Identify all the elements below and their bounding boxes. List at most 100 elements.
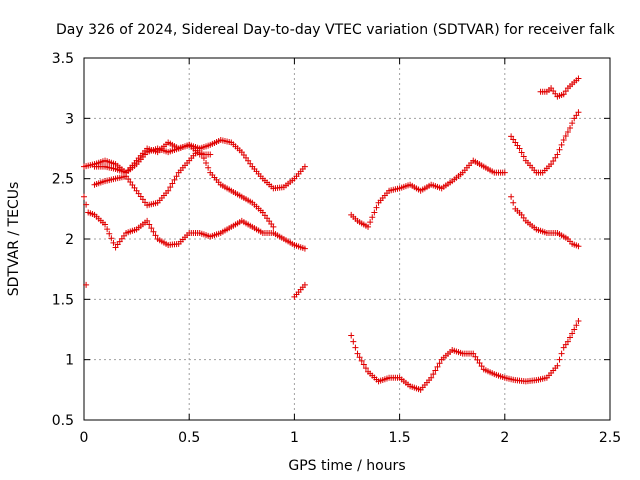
data-point (207, 151, 214, 158)
data-point (575, 75, 582, 82)
data-point (106, 230, 113, 237)
data-point (558, 350, 565, 357)
data-point (365, 223, 372, 230)
data-point (554, 362, 561, 369)
data-point (569, 120, 576, 127)
data-point (350, 338, 357, 345)
y-tick-label: 1 (65, 353, 74, 369)
y-tick-label: 3.5 (52, 51, 74, 67)
x-tick-label: 0 (80, 430, 89, 446)
data-point (301, 281, 308, 288)
data-point (575, 109, 582, 116)
data-point (501, 169, 508, 176)
data-point (512, 139, 519, 146)
y-tick-label: 1.5 (52, 292, 74, 308)
data-point (556, 146, 563, 153)
data-point (573, 322, 580, 329)
data-points (81, 75, 582, 393)
data-point (510, 199, 517, 206)
data-point (428, 374, 435, 381)
data-point (560, 137, 567, 144)
data-point (144, 217, 151, 224)
data-point (474, 356, 481, 363)
data-point (430, 371, 437, 378)
grid-lines (84, 58, 610, 420)
data-point (146, 221, 153, 228)
x-tick-label: 1.5 (388, 430, 410, 446)
data-point (108, 235, 115, 242)
data-point (102, 221, 109, 228)
data-point (432, 367, 439, 374)
data-point (560, 91, 567, 98)
data-point (360, 361, 367, 368)
y-tick-label: 0.5 (52, 413, 74, 429)
x-tick-label: 1 (290, 430, 299, 446)
data-point (548, 161, 555, 168)
x-tick-label: 2 (500, 430, 509, 446)
data-point (520, 153, 527, 160)
data-point (518, 149, 525, 156)
data-point (196, 145, 203, 152)
data-point (470, 350, 477, 357)
data-point (560, 344, 567, 351)
x-tick-label: 0.5 (178, 430, 200, 446)
data-point (358, 357, 365, 364)
data-point (354, 350, 361, 357)
data-point (564, 338, 571, 345)
data-point (165, 187, 172, 194)
data-point (348, 332, 355, 339)
data-point (83, 201, 90, 208)
data-point (171, 176, 178, 183)
data-point (173, 173, 180, 180)
data-point (369, 214, 376, 221)
data-point (167, 184, 174, 191)
data-point (356, 354, 363, 361)
data-point (508, 193, 515, 200)
data-point (83, 281, 90, 288)
data-point (564, 129, 571, 136)
data-point (104, 226, 111, 233)
data-point (571, 326, 578, 333)
data-point (556, 356, 563, 363)
data-point (436, 360, 443, 367)
data-point (301, 163, 308, 170)
x-axis-label: GPS time / hours (288, 458, 405, 474)
data-point (567, 334, 574, 341)
data-point (203, 159, 210, 166)
data-point (371, 209, 378, 216)
data-point (472, 353, 479, 360)
chart-title: Day 326 of 2024, Sidereal Day-to-day VTE… (56, 22, 616, 38)
data-point (562, 341, 569, 348)
data-point (575, 318, 582, 325)
data-point (567, 124, 574, 131)
data-point (562, 133, 569, 140)
data-point (510, 136, 517, 143)
data-point (552, 154, 559, 161)
data-point (516, 145, 523, 152)
plot-frame (83, 57, 611, 421)
data-point (569, 330, 576, 337)
data-point (81, 193, 87, 200)
data-point (520, 214, 527, 221)
data-point (367, 219, 374, 226)
data-point (169, 180, 176, 187)
axis-ticks: 0 0.5 1 1.5 2 2.5 0.5 1 1.5 2 2.5 3 3.5 (52, 51, 621, 446)
data-point (508, 133, 515, 140)
data-point (205, 164, 212, 171)
data-point (571, 115, 578, 122)
data-point (148, 225, 155, 232)
data-point (514, 142, 521, 149)
data-point (150, 228, 157, 235)
x-tick-label: 2.5 (599, 430, 621, 446)
data-point (352, 344, 359, 351)
y-tick-label: 3 (65, 111, 74, 127)
y-tick-label: 2.5 (52, 172, 74, 188)
data-point (362, 365, 369, 372)
data-point (270, 223, 277, 230)
data-point (554, 151, 561, 158)
data-point (110, 239, 117, 246)
y-tick-label: 2 (65, 232, 74, 248)
data-point (573, 112, 580, 119)
data-point (575, 243, 582, 250)
